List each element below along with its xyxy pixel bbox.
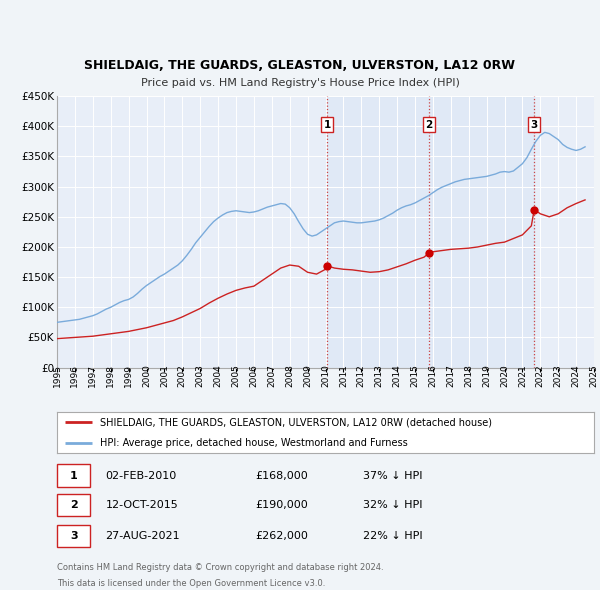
Text: 2002: 2002 [178, 364, 187, 387]
Text: 2015: 2015 [410, 364, 419, 387]
Text: 2000: 2000 [142, 364, 151, 387]
Text: 1998: 1998 [106, 364, 115, 387]
Text: 2012: 2012 [357, 364, 366, 387]
Text: SHIELDAIG, THE GUARDS, GLEASTON, ULVERSTON, LA12 0RW: SHIELDAIG, THE GUARDS, GLEASTON, ULVERST… [85, 59, 515, 72]
Text: This data is licensed under the Open Government Licence v3.0.: This data is licensed under the Open Gov… [57, 579, 325, 588]
FancyBboxPatch shape [57, 525, 90, 547]
Text: £190,000: £190,000 [256, 500, 308, 510]
Text: 1995: 1995 [53, 364, 62, 387]
FancyBboxPatch shape [57, 464, 90, 487]
Text: 2024: 2024 [572, 364, 581, 387]
Text: 2009: 2009 [303, 364, 312, 387]
Text: 32% ↓ HPI: 32% ↓ HPI [363, 500, 422, 510]
Text: 2017: 2017 [446, 364, 455, 387]
Text: £168,000: £168,000 [256, 471, 308, 480]
Text: 2001: 2001 [160, 364, 169, 387]
Text: 1: 1 [323, 120, 331, 130]
Text: 2019: 2019 [482, 364, 491, 387]
Text: Contains HM Land Registry data © Crown copyright and database right 2024.: Contains HM Land Registry data © Crown c… [57, 563, 383, 572]
Text: 22% ↓ HPI: 22% ↓ HPI [363, 531, 423, 541]
Text: 2016: 2016 [428, 364, 437, 387]
Text: 3: 3 [70, 531, 77, 541]
Text: 37% ↓ HPI: 37% ↓ HPI [363, 471, 422, 480]
Text: 2008: 2008 [285, 364, 294, 387]
Text: 2022: 2022 [536, 364, 545, 387]
Text: 2011: 2011 [339, 364, 348, 387]
Text: Price paid vs. HM Land Registry's House Price Index (HPI): Price paid vs. HM Land Registry's House … [140, 78, 460, 88]
Text: 1997: 1997 [88, 364, 97, 387]
Text: 2005: 2005 [232, 364, 241, 387]
Text: 2014: 2014 [392, 364, 401, 387]
Text: 2: 2 [70, 500, 77, 510]
Text: 2003: 2003 [196, 364, 205, 387]
Text: HPI: Average price, detached house, Westmorland and Furness: HPI: Average price, detached house, West… [100, 438, 408, 448]
Text: 1996: 1996 [70, 364, 79, 387]
Text: 2004: 2004 [214, 364, 223, 387]
Text: 2010: 2010 [321, 364, 330, 387]
Text: 02-FEB-2010: 02-FEB-2010 [106, 471, 176, 480]
Text: 2018: 2018 [464, 364, 473, 387]
Text: 2020: 2020 [500, 364, 509, 387]
Text: 2013: 2013 [374, 364, 383, 387]
Text: 2006: 2006 [250, 364, 259, 387]
Text: 1999: 1999 [124, 364, 133, 387]
Text: £262,000: £262,000 [256, 531, 308, 541]
Text: 2021: 2021 [518, 364, 527, 387]
Text: 2025: 2025 [589, 364, 599, 387]
Text: 2023: 2023 [554, 364, 563, 387]
Text: 12-OCT-2015: 12-OCT-2015 [106, 500, 178, 510]
Text: 3: 3 [530, 120, 538, 130]
Text: 2007: 2007 [267, 364, 276, 387]
FancyBboxPatch shape [57, 494, 90, 516]
Text: 1: 1 [70, 471, 77, 480]
Bar [327, 96, 534, 368]
Text: 2: 2 [425, 120, 433, 130]
Text: SHIELDAIG, THE GUARDS, GLEASTON, ULVERSTON, LA12 0RW (detached house): SHIELDAIG, THE GUARDS, GLEASTON, ULVERST… [100, 417, 492, 427]
Text: 27-AUG-2021: 27-AUG-2021 [106, 531, 180, 541]
